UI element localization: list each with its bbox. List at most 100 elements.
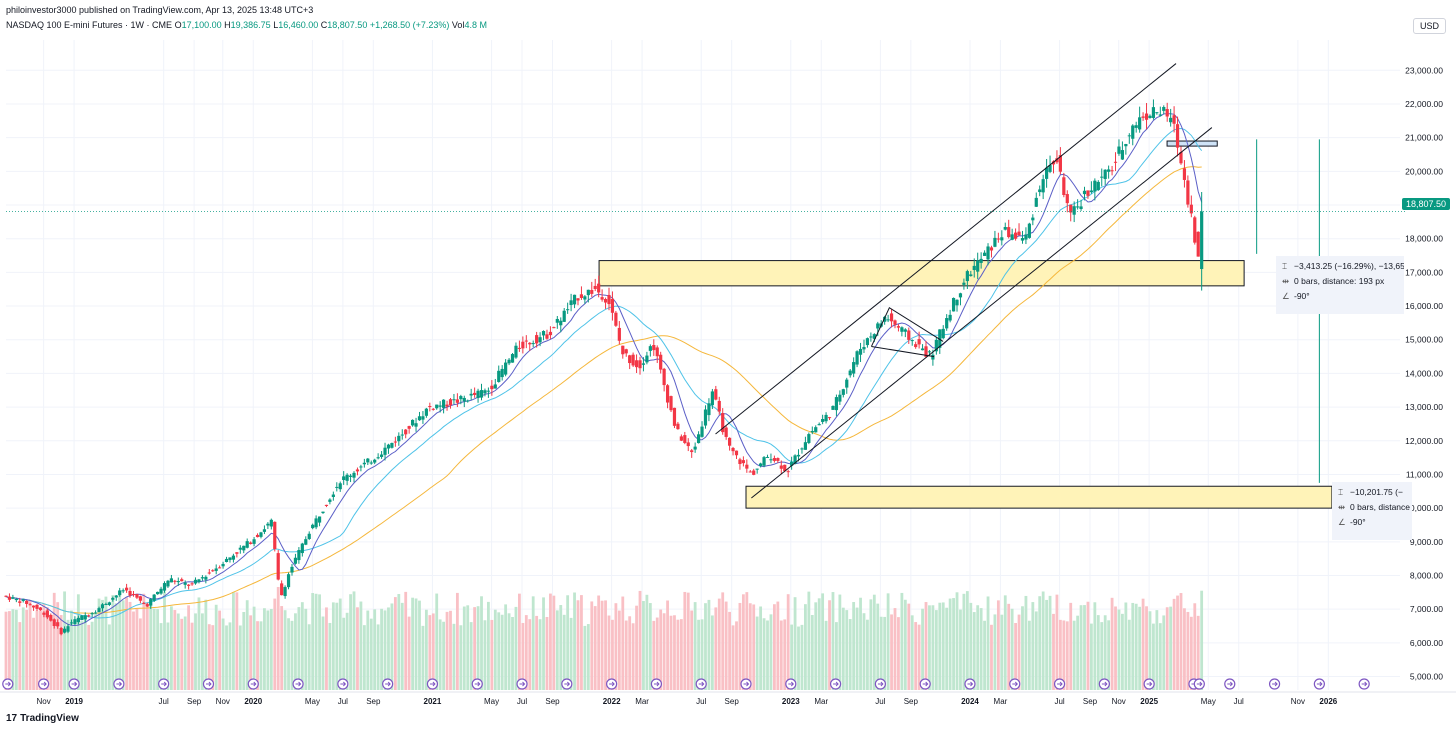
volume-bar	[755, 616, 759, 690]
candle-body	[390, 442, 394, 448]
candle-body	[845, 379, 849, 388]
volume-bar	[779, 620, 783, 690]
candle-body	[665, 385, 670, 403]
volume-bar	[886, 593, 890, 690]
symbol-name[interactable]: NASDAQ 100 E-mini Futures · 1W · CME	[6, 20, 173, 30]
candle-body	[1045, 167, 1049, 179]
volume-bar	[118, 591, 122, 690]
volume-bar	[480, 596, 483, 690]
x-tick-label: Jul	[875, 697, 885, 706]
candle-body	[156, 591, 160, 595]
candle-body	[745, 464, 749, 469]
candle-body	[1196, 231, 1200, 257]
candle-body	[1096, 181, 1100, 191]
tradingview-footer[interactable]: 17 TradingView	[6, 713, 79, 724]
volume-bar	[49, 614, 53, 690]
event-arrow-glyph	[340, 681, 347, 687]
x-tick-label: 2026	[1319, 697, 1337, 706]
x-tick-label: Sep	[725, 697, 740, 706]
candle-body	[204, 576, 208, 580]
volume-bar	[1058, 619, 1062, 690]
close-label: C	[320, 20, 328, 30]
candle-body	[4, 595, 8, 597]
candle-body	[162, 583, 167, 591]
volume-bar	[642, 601, 645, 690]
candle-body	[1131, 125, 1135, 139]
candle-body	[779, 465, 783, 469]
volume-bar	[32, 617, 35, 690]
candle-body	[114, 595, 118, 598]
volume-bar	[1127, 619, 1131, 690]
measure-box-2[interactable]: ⌶ −10,201.75 (− ⇹ 0 bars, distance ∠ -90°	[1332, 482, 1412, 540]
measure-box-1[interactable]: ⌶ −3,413.25 (−16.29%), −13,65 ⇹ 0 bars, di…	[1276, 256, 1404, 314]
volume-bar	[107, 624, 111, 690]
volume-bar	[121, 600, 125, 690]
x-tick-label: Nov	[37, 697, 51, 706]
candle-body	[1069, 204, 1073, 213]
candle-body	[1051, 161, 1056, 165]
volume-bar	[304, 608, 308, 690]
support-zone-1	[598, 260, 1245, 287]
volume-bar	[869, 599, 873, 690]
candle-body	[831, 405, 835, 410]
candle-body	[1010, 234, 1014, 240]
high-value: 19,386.75	[230, 20, 271, 30]
candle-body	[1110, 170, 1114, 172]
candle-body	[262, 529, 267, 532]
candle-body	[1003, 227, 1007, 230]
volume-bar	[1096, 615, 1100, 690]
candle-body	[721, 413, 725, 433]
candle-body	[59, 627, 63, 635]
event-arrow-glyph	[1057, 681, 1063, 687]
candle-body	[190, 583, 194, 585]
volume-bar	[597, 595, 601, 690]
volume-bar	[414, 598, 418, 690]
candle-body	[1200, 211, 1204, 270]
candle-body	[1107, 169, 1111, 172]
candle-body	[21, 599, 25, 601]
volume-bar	[1076, 615, 1080, 690]
volume-bar	[990, 624, 993, 690]
volume-bar	[238, 625, 242, 690]
candle-body	[266, 523, 270, 526]
event-arrow-glyph	[1227, 681, 1233, 687]
volume-bar	[59, 615, 63, 690]
volume-bar	[273, 598, 277, 690]
volume-bar	[1186, 611, 1190, 690]
candle-body	[25, 600, 29, 604]
candle-body	[528, 342, 532, 345]
currency-button[interactable]: USD	[1412, 18, 1446, 34]
candle-body	[218, 567, 222, 569]
candle-body	[1103, 169, 1107, 179]
event-arrow-glyph	[1272, 681, 1278, 687]
candle-body	[600, 297, 604, 300]
candle-body	[121, 590, 125, 592]
candle-body	[1134, 125, 1138, 128]
volume-bar	[173, 610, 177, 690]
volume-bar	[576, 600, 580, 690]
candle-body	[14, 598, 18, 601]
candle-body	[400, 434, 404, 436]
volume-bar	[387, 607, 390, 690]
volume-bar	[735, 621, 738, 690]
volume-bar	[1069, 602, 1073, 690]
candle-body	[786, 471, 790, 473]
volume-bar	[8, 611, 11, 690]
volume-bar	[679, 619, 683, 690]
volume-bar	[621, 596, 625, 690]
candle-body	[283, 587, 287, 597]
volume-bar	[704, 603, 707, 690]
volume-bar	[731, 625, 735, 690]
candle-body	[321, 511, 325, 514]
volume-bar	[276, 586, 280, 690]
volume-bar	[652, 620, 656, 690]
candle-body	[107, 602, 111, 605]
candle-body	[1100, 176, 1104, 178]
volume-bar	[87, 624, 91, 690]
volume-bar	[1048, 595, 1052, 690]
volume-bar	[762, 618, 766, 690]
y-tick-label: 20,000.00	[1405, 166, 1443, 176]
candle-body	[979, 258, 983, 263]
volume-bar	[459, 625, 463, 690]
